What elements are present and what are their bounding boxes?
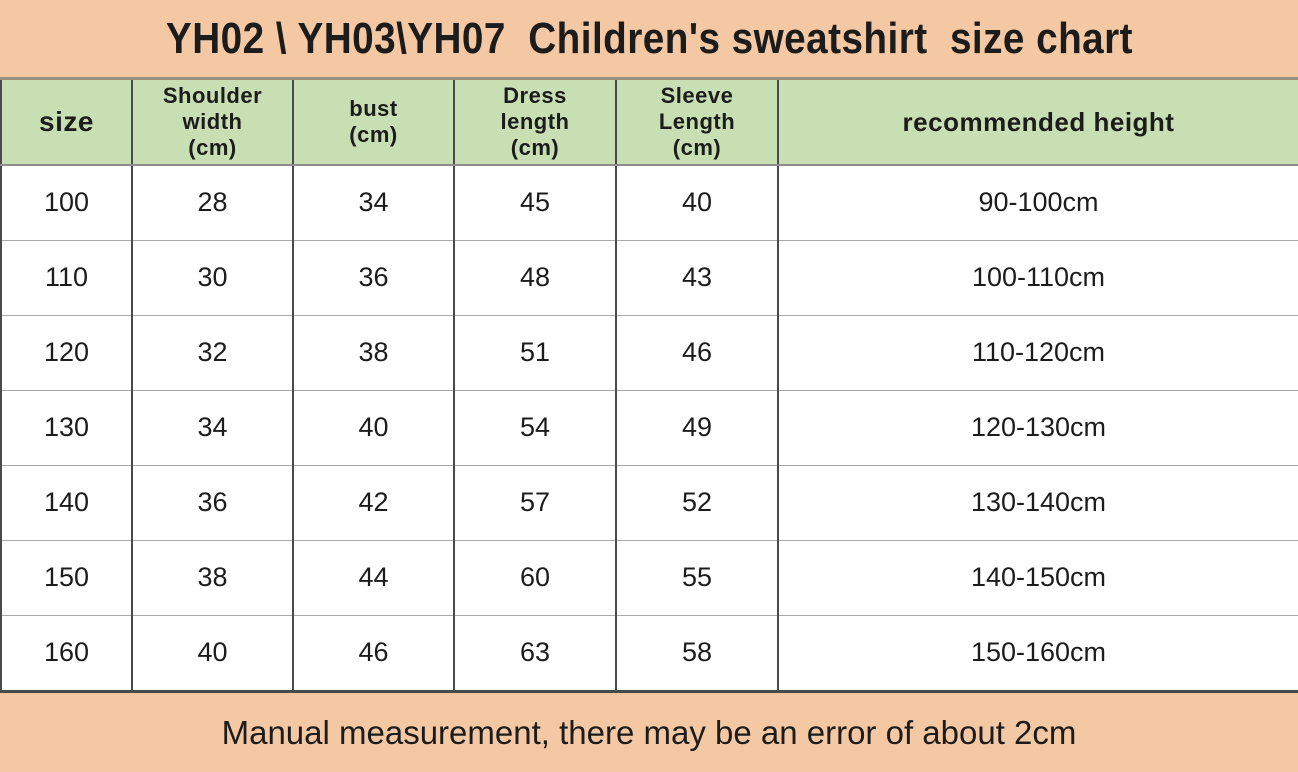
cell-size: 130 bbox=[0, 389, 133, 466]
cell-recommended-height: 130-140cm bbox=[777, 464, 1298, 541]
cell-bust: 42 bbox=[292, 464, 455, 541]
cell-size: 120 bbox=[0, 314, 133, 391]
cell-recommended-height: 140-150cm bbox=[777, 539, 1298, 616]
cell-size: 150 bbox=[0, 539, 133, 616]
cell-sleeve-length: 55 bbox=[615, 539, 779, 616]
cell-shoulder-width: 28 bbox=[131, 165, 294, 241]
cell-dress-length: 45 bbox=[453, 165, 617, 241]
cell-shoulder-width: 40 bbox=[131, 614, 294, 690]
note-banner: Manual measurement, there may be an erro… bbox=[0, 690, 1298, 772]
cell-recommended-height: 90-100cm bbox=[777, 165, 1298, 241]
col-header-shoulder-width: Shoulder width (cm) bbox=[131, 80, 294, 166]
cell-shoulder-width: 36 bbox=[131, 464, 294, 541]
cell-dress-length: 54 bbox=[453, 389, 617, 466]
cell-sleeve-length: 46 bbox=[615, 314, 779, 391]
cell-bust: 34 bbox=[292, 165, 455, 241]
cell-recommended-height: 150-160cm bbox=[777, 614, 1298, 690]
size-table-header: size Shoulder width (cm) bust (cm) Dress… bbox=[0, 80, 1298, 166]
cell-bust: 46 bbox=[292, 614, 455, 690]
cell-recommended-height: 120-130cm bbox=[777, 389, 1298, 466]
col-header-bust: bust (cm) bbox=[292, 80, 455, 166]
cell-recommended-height: 100-110cm bbox=[777, 239, 1298, 316]
page-title: YH02 \ YH03\YH07 Children's sweatshirt s… bbox=[165, 13, 1133, 63]
table-row: 150 38 44 60 55 140-150cm bbox=[0, 539, 1298, 616]
cell-dress-length: 63 bbox=[453, 614, 617, 690]
cell-bust: 44 bbox=[292, 539, 455, 616]
table-row: 130 34 40 54 49 120-130cm bbox=[0, 389, 1298, 466]
table-row: 110 30 36 48 43 100-110cm bbox=[0, 239, 1298, 316]
table-row: 160 40 46 63 58 150-160cm bbox=[0, 614, 1298, 690]
cell-sleeve-length: 52 bbox=[615, 464, 779, 541]
cell-shoulder-width: 38 bbox=[131, 539, 294, 616]
cell-bust: 40 bbox=[292, 389, 455, 466]
cell-sleeve-length: 58 bbox=[615, 614, 779, 690]
cell-dress-length: 57 bbox=[453, 464, 617, 541]
table-row: 140 36 42 57 52 130-140cm bbox=[0, 464, 1298, 541]
table-row: 120 32 38 51 46 110-120cm bbox=[0, 314, 1298, 391]
measurement-note: Manual measurement, there may be an erro… bbox=[221, 713, 1077, 751]
cell-dress-length: 48 bbox=[453, 239, 617, 316]
cell-dress-length: 51 bbox=[453, 314, 617, 391]
cell-size: 100 bbox=[0, 165, 133, 241]
cell-shoulder-width: 30 bbox=[131, 239, 294, 316]
col-header-sleeve-length: Sleeve Length (cm) bbox=[615, 80, 779, 166]
cell-recommended-height: 110-120cm bbox=[777, 314, 1298, 391]
col-header-size: size bbox=[0, 80, 133, 166]
cell-sleeve-length: 43 bbox=[615, 239, 779, 316]
cell-dress-length: 60 bbox=[453, 539, 617, 616]
title-banner: YH02 \ YH03\YH07 Children's sweatshirt s… bbox=[0, 0, 1298, 80]
size-table-body: 100 28 34 45 40 90-100cm 110 30 36 48 43 100-110cm 1… bbox=[0, 165, 1298, 690]
cell-size: 140 bbox=[0, 464, 133, 541]
cell-bust: 38 bbox=[292, 314, 455, 391]
table-row: 100 28 34 45 40 90-100cm bbox=[0, 165, 1298, 241]
cell-size: 110 bbox=[0, 239, 133, 316]
cell-size: 160 bbox=[0, 614, 133, 690]
cell-bust: 36 bbox=[292, 239, 455, 316]
col-header-recommended-height: recommended height bbox=[777, 80, 1298, 166]
cell-sleeve-length: 49 bbox=[615, 389, 779, 466]
header-row: size Shoulder width (cm) bust (cm) Dress… bbox=[0, 80, 1298, 166]
cell-sleeve-length: 40 bbox=[615, 165, 779, 241]
cell-shoulder-width: 34 bbox=[131, 389, 294, 466]
cell-shoulder-width: 32 bbox=[131, 314, 294, 391]
size-table: size Shoulder width (cm) bust (cm) Dress… bbox=[0, 80, 1298, 690]
col-header-dress-length: Dress length (cm) bbox=[453, 80, 617, 166]
